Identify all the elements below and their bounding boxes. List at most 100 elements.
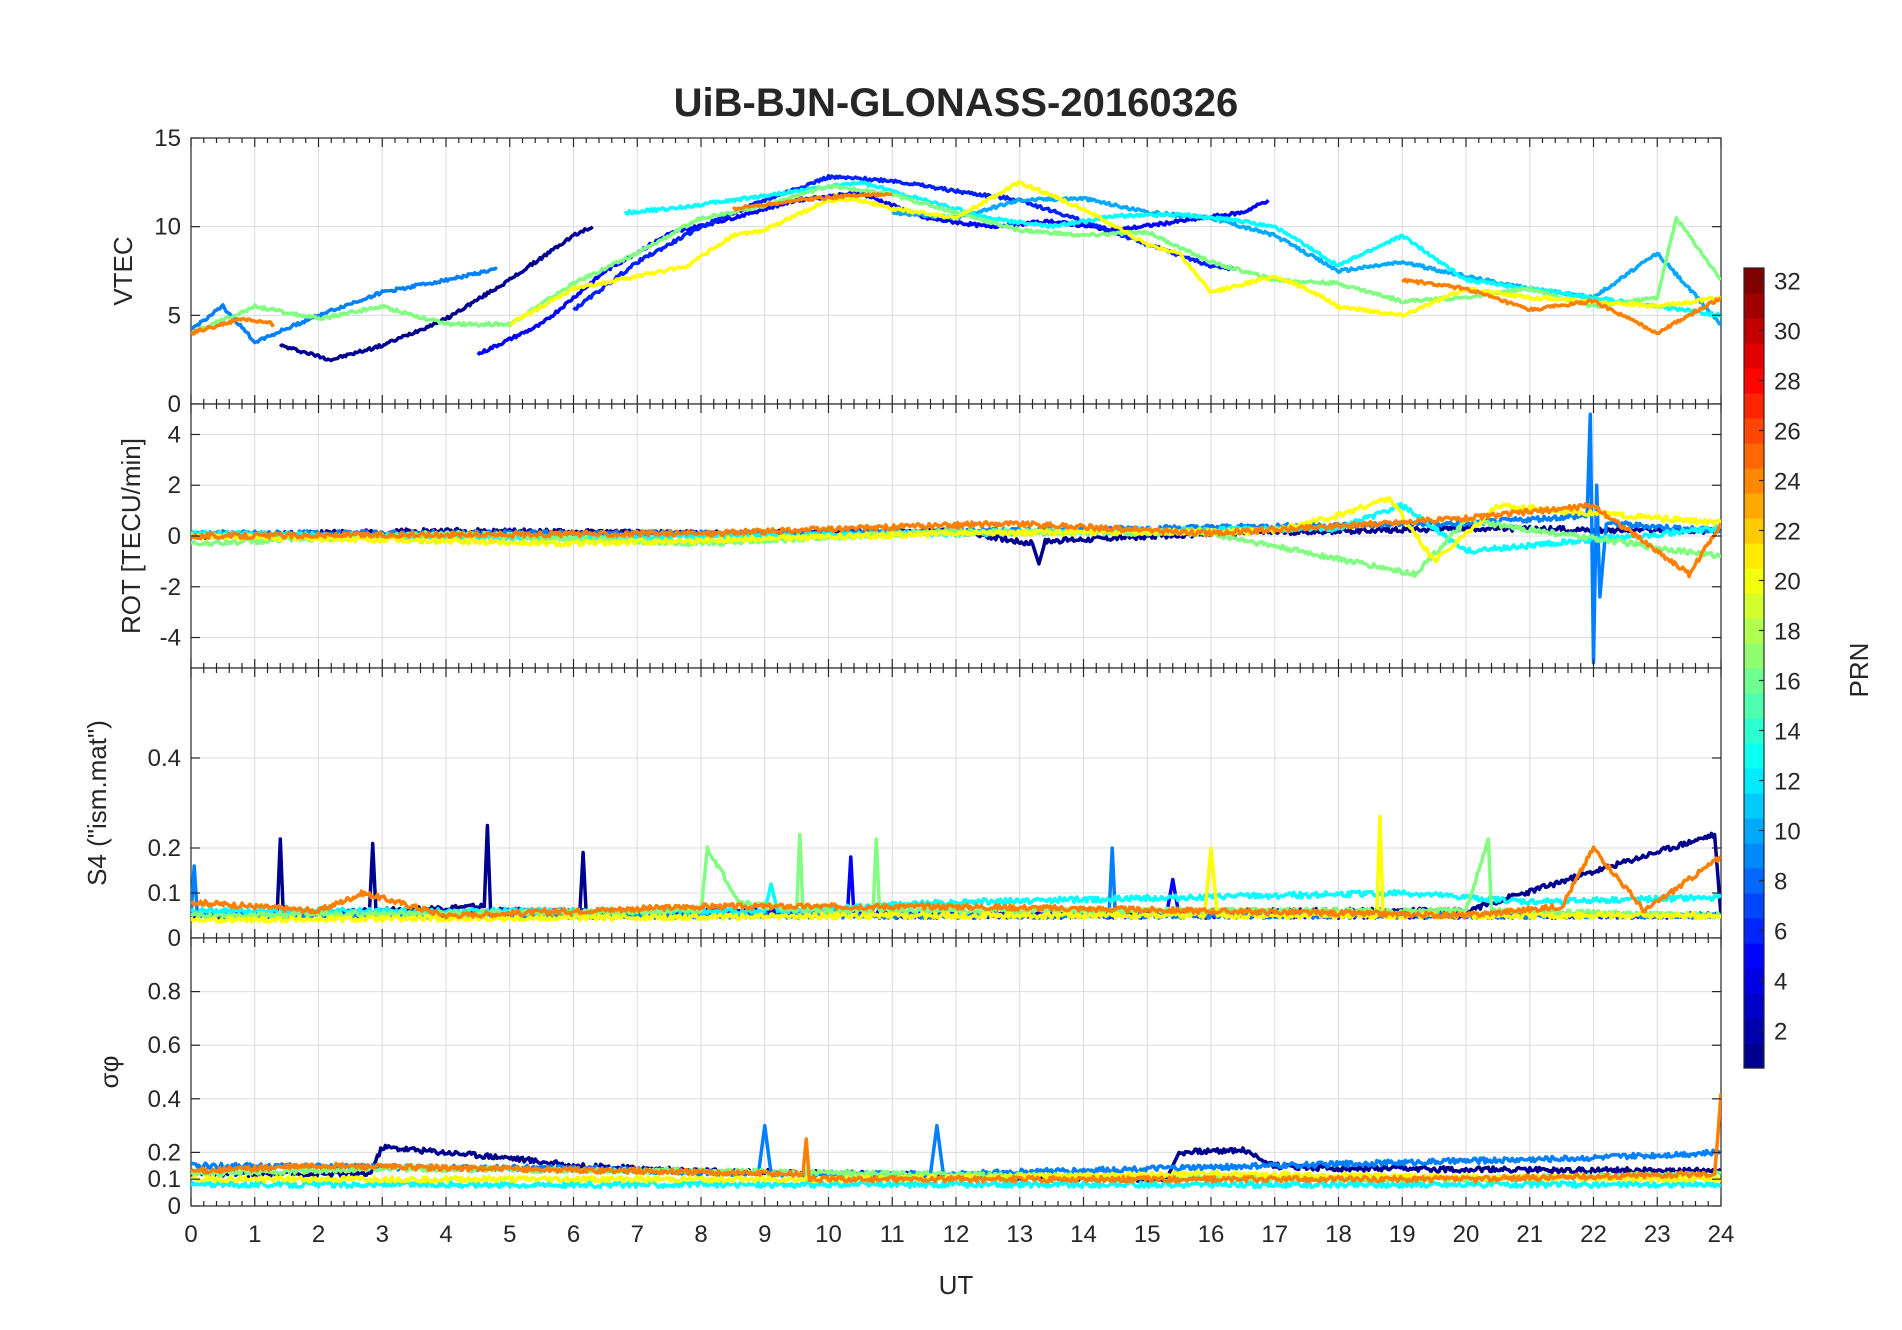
sigma-phi-series-group [191, 1093, 1721, 1189]
vtec-panel: 0 5 10 15 VTEC [108, 125, 1722, 418]
colorbar-cell [1744, 868, 1764, 894]
s4-ytick-label-0.2: 0.2 [148, 835, 181, 862]
colorbar-tick-label-28: 28 [1774, 369, 1801, 396]
x-tick-label-21: 21 [1516, 1221, 1543, 1248]
colorbar-tick-label-22: 22 [1774, 519, 1801, 546]
colorbar-tick-label-10: 10 [1774, 819, 1801, 846]
colorbar-label: PRN [1844, 643, 1874, 698]
sigma-phi-series-line-6-1 [191, 1093, 1721, 1184]
vtec-series-line-9-3 [1401, 277, 1721, 336]
x-tick-label-10: 10 [815, 1221, 842, 1248]
x-tick-label-13: 13 [1006, 1221, 1033, 1248]
x-tick-label-22: 22 [1580, 1221, 1607, 1248]
x-tick-label-16: 16 [1198, 1221, 1225, 1248]
x-tick-label-18: 18 [1325, 1221, 1352, 1248]
sigma-phi-series-line-4-1 [191, 1164, 1721, 1184]
sigma-phi-series-line-3-1 [191, 1180, 1721, 1189]
colorbar-cell [1744, 768, 1764, 794]
vtec-ytick-label-5: 5 [168, 302, 181, 329]
x-tick-label-2: 2 [312, 1221, 325, 1248]
sigma-phi-ytick-label-0.6: 0.6 [148, 1032, 181, 1059]
vtec-series-line-9-1 [191, 316, 276, 336]
colorbar-tick-label-32: 32 [1774, 269, 1801, 296]
rot-series-group [191, 412, 1721, 665]
vtec-series-line-1-1 [278, 225, 594, 363]
s4-ytick-label-0: 0 [168, 925, 181, 952]
x-tick-label-19: 19 [1389, 1221, 1416, 1248]
colorbar-cell [1744, 943, 1764, 969]
colorbar-tick-label-20: 20 [1774, 569, 1801, 596]
colorbar-cell [1744, 318, 1764, 344]
vtec-ticks: 0 5 10 15 [154, 125, 1722, 418]
colorbar-cell [1744, 468, 1764, 494]
x-tick-label-23: 23 [1644, 1221, 1671, 1248]
chart-title: UiB-BJN-GLONASS-20160326 [674, 81, 1239, 125]
s4-ylabel: S4 ("ism.mat") [82, 720, 112, 886]
x-tick-label-0: 0 [184, 1221, 197, 1248]
s4-series-line-7-1 [191, 845, 1721, 920]
colorbar-tick-label-26: 26 [1774, 419, 1801, 446]
sigma-phi-ytick-label-0.2: 0.2 [148, 1139, 181, 1166]
colorbar-tick-label-18: 18 [1774, 619, 1801, 646]
colorbar-cell [1744, 568, 1764, 594]
rot-ticks: -4 -2 0 2 4 [160, 404, 1722, 668]
x-tick-label-9: 9 [758, 1221, 771, 1248]
colorbar-tick-label-12: 12 [1774, 769, 1801, 796]
rot-series-line-5-1 [191, 496, 1721, 564]
x-tick-label-8: 8 [694, 1221, 707, 1248]
colorbar-cell [1744, 818, 1764, 844]
s4-grid [191, 668, 1721, 938]
vtec-series-line-4-1 [191, 266, 498, 345]
colorbar-tick-label-8: 8 [1774, 869, 1787, 896]
x-tick-label-5: 5 [503, 1221, 516, 1248]
vtec-series-line-9-2 [731, 191, 893, 212]
sigma-phi-ytick-label-0.4: 0.4 [148, 1086, 181, 1113]
vtec-ylabel: VTEC [108, 236, 138, 305]
colorbar-cell [1744, 793, 1764, 819]
s4-series-line-4-1 [191, 882, 1721, 916]
colorbar-cell [1744, 518, 1764, 544]
x-tick-label-7: 7 [631, 1221, 644, 1248]
s4-ytick-label-0.4: 0.4 [148, 745, 181, 772]
vtec-series-group [191, 173, 1721, 363]
colorbar-tick-label-14: 14 [1774, 719, 1801, 746]
colorbar-tick-label-2: 2 [1774, 1019, 1787, 1046]
s4-ytick-label-0.1: 0.1 [148, 880, 181, 907]
colorbar-tick-label-6: 6 [1774, 919, 1787, 946]
x-tick-label-3: 3 [376, 1221, 389, 1248]
x-tick-label-20: 20 [1453, 1221, 1480, 1248]
colorbar-cell [1744, 743, 1764, 769]
x-tick-label-14: 14 [1070, 1221, 1097, 1248]
vtec-ytick-label-10: 10 [154, 214, 181, 241]
colorbar-cell [1744, 968, 1764, 994]
colorbar-tick-label-16: 16 [1774, 669, 1801, 696]
colorbar-cell [1744, 1043, 1764, 1069]
vtec-series-line-3-1 [572, 173, 1238, 312]
colorbar-cell [1744, 593, 1764, 619]
colorbar-cell [1744, 718, 1764, 744]
colorbar-cell [1744, 893, 1764, 919]
s4-series-group [191, 814, 1721, 925]
x-tick-label-6: 6 [567, 1221, 580, 1248]
colorbar-cell [1744, 843, 1764, 869]
rot-ytick-label-4: 4 [168, 421, 181, 448]
x-axis-label: UT [939, 1270, 974, 1300]
colorbar-cell [1744, 643, 1764, 669]
colorbar-tick-label-24: 24 [1774, 469, 1801, 496]
s4-panel: 0 0.1 0.2 0.4 S4 ("ism.mat") [82, 667, 1722, 952]
vtec-ytick-label-15: 15 [154, 125, 181, 152]
colorbar-cell [1744, 668, 1764, 694]
colorbar-cell [1744, 443, 1764, 469]
colorbar-cell [1744, 418, 1764, 444]
x-tick-label-11: 11 [880, 1221, 905, 1248]
colorbar-cell [1744, 918, 1764, 944]
colorbar-cell [1744, 543, 1764, 569]
x-tick-label-1: 1 [248, 1221, 261, 1248]
colorbar-tick-label-4: 4 [1774, 969, 1787, 996]
vtec-series-line-8-1 [508, 180, 1721, 327]
sigma-phi-ytick-label-0.1: 0.1 [148, 1166, 181, 1193]
rot-ytick-label-2: 2 [168, 472, 181, 499]
rot-series-line-6-1 [191, 502, 1721, 579]
